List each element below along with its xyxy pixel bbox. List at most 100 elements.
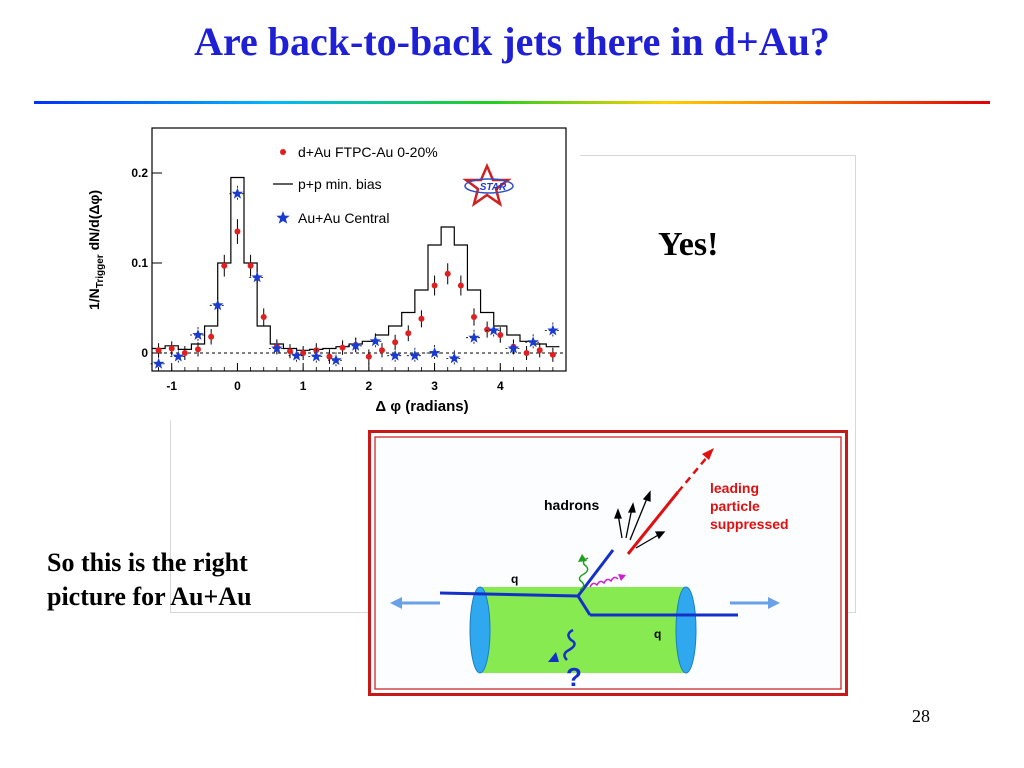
dau-point (379, 347, 385, 354)
auau-point (409, 349, 421, 361)
label-q-top: q (511, 572, 518, 586)
dau-point (326, 353, 333, 360)
leading-particle-track (626, 491, 680, 555)
legend: d+Au FTPC-Au 0-20% p+p min. bias Au+Au C… (273, 144, 438, 226)
cylinder-cap-left (469, 586, 491, 674)
gluon-wavy-bottom (563, 628, 576, 661)
label-q-bottom: q (654, 627, 661, 641)
dau-point (260, 314, 267, 320)
dau-point (208, 333, 215, 340)
x-tick-label: -1 (166, 379, 177, 393)
dau-point (444, 270, 451, 277)
label-leading-line2: particle (710, 498, 760, 514)
auau-point (350, 339, 362, 351)
legend-label-dau: d+Au FTPC-Au 0-20% (298, 144, 438, 160)
dau-point (234, 228, 241, 235)
x-tick-label: 1 (300, 379, 307, 393)
dau-point (287, 348, 293, 355)
y-tick-label: 0.2 (131, 166, 148, 180)
dau-point (536, 347, 543, 354)
auau-point (310, 350, 322, 362)
gluon-green-arrow (578, 554, 587, 562)
x-tick-label: 4 (497, 379, 504, 393)
y-tick-label: 0.1 (131, 256, 148, 270)
conclusion-line-1: So this is the right (47, 548, 248, 577)
hadron-arrows (614, 490, 666, 549)
dau-point (365, 353, 372, 360)
dau-point (457, 282, 464, 289)
gluon-green (578, 557, 589, 591)
conclusion-line-2: picture for Au+Au (47, 582, 252, 611)
dau-point (523, 350, 530, 356)
gluon-magenta-arrow (618, 574, 626, 581)
legend-marker-dau (280, 149, 286, 155)
dau-point (549, 351, 556, 358)
dau-point (471, 314, 477, 320)
x-axis-label: Δ φ (radians) (375, 398, 468, 415)
legend-marker-auau (276, 211, 290, 224)
dau-point (484, 326, 491, 333)
label-question-mark: ? (566, 662, 582, 692)
x-tick-label: 3 (431, 379, 438, 393)
auau-point (212, 299, 224, 311)
quark-line-top (439, 591, 579, 598)
gluon-bottom-arrow (548, 652, 559, 662)
auau-point (251, 271, 263, 283)
legend-label-pp: p+p min. bias (298, 176, 382, 192)
dau-point (168, 345, 175, 352)
auau-point (369, 335, 382, 347)
dau-point (431, 282, 438, 289)
leading-particle-arrowhead (702, 448, 714, 460)
auau-point (507, 342, 520, 354)
auau-point (527, 336, 539, 348)
correlation-plot: 0 0.1 0.2 -1 0 1 2 3 4 Δ φ (radians) 1/NTrigger… (86, 127, 567, 415)
legend-label-auau: Au+Au Central (298, 210, 389, 226)
dau-point (339, 344, 346, 351)
y-axis-label: 1/NTrigger dN/d(Δφ) (86, 190, 106, 310)
auau-point (172, 350, 184, 362)
auau-point (152, 357, 165, 369)
slide-title: Are back-to-back jets there in d+Au? (194, 19, 830, 64)
outgoing-parton (576, 549, 615, 597)
label-leading-line1: leading (710, 480, 759, 496)
dau-point (405, 330, 412, 337)
star-logo-swoosh (464, 178, 514, 194)
conclusion-text: So this is the right picture for Au+Au (47, 546, 252, 614)
auau-point (488, 324, 500, 336)
dau-point (247, 262, 254, 269)
auau-point (290, 349, 303, 361)
beam-arrow-right (730, 597, 780, 609)
auau-point (192, 329, 204, 340)
dau-point (497, 332, 504, 338)
dau-point (392, 339, 399, 346)
dau-point (195, 346, 201, 353)
x-tick-label: 2 (366, 379, 373, 393)
dau-point (155, 347, 162, 354)
dau-point (181, 350, 188, 356)
page-number: 28 (912, 706, 930, 726)
dau-point (221, 262, 228, 269)
auau-point (448, 352, 460, 364)
label-hadrons: hadrons (544, 497, 599, 513)
star-logo: STAR (462, 162, 514, 207)
gluon-magenta (589, 576, 619, 588)
x-tick-label: 0 (234, 379, 241, 393)
label-leading-line3: suppressed (710, 516, 789, 532)
beam-arrow-left (390, 597, 440, 609)
y-axis-label-subscript: Trigger (95, 254, 106, 288)
leading-particle-dashed (677, 455, 709, 493)
auau-point (330, 354, 342, 366)
auau-point (271, 342, 283, 354)
title-underline-gradient (34, 101, 990, 104)
y-axis-label-main: 1/N (86, 288, 102, 310)
dau-point (418, 315, 425, 322)
jet-quenching-diagram: hadrons leading particle suppressed q q … (368, 430, 848, 696)
y-tick-label: 0 (141, 346, 148, 360)
auau-point (547, 324, 559, 336)
dau-point (300, 350, 307, 356)
answer-text: Yes! (658, 226, 719, 263)
star-logo-text: STAR (480, 182, 507, 193)
auau-point (389, 349, 401, 361)
auau-point (231, 187, 244, 199)
quark-line-vertex (576, 595, 592, 616)
